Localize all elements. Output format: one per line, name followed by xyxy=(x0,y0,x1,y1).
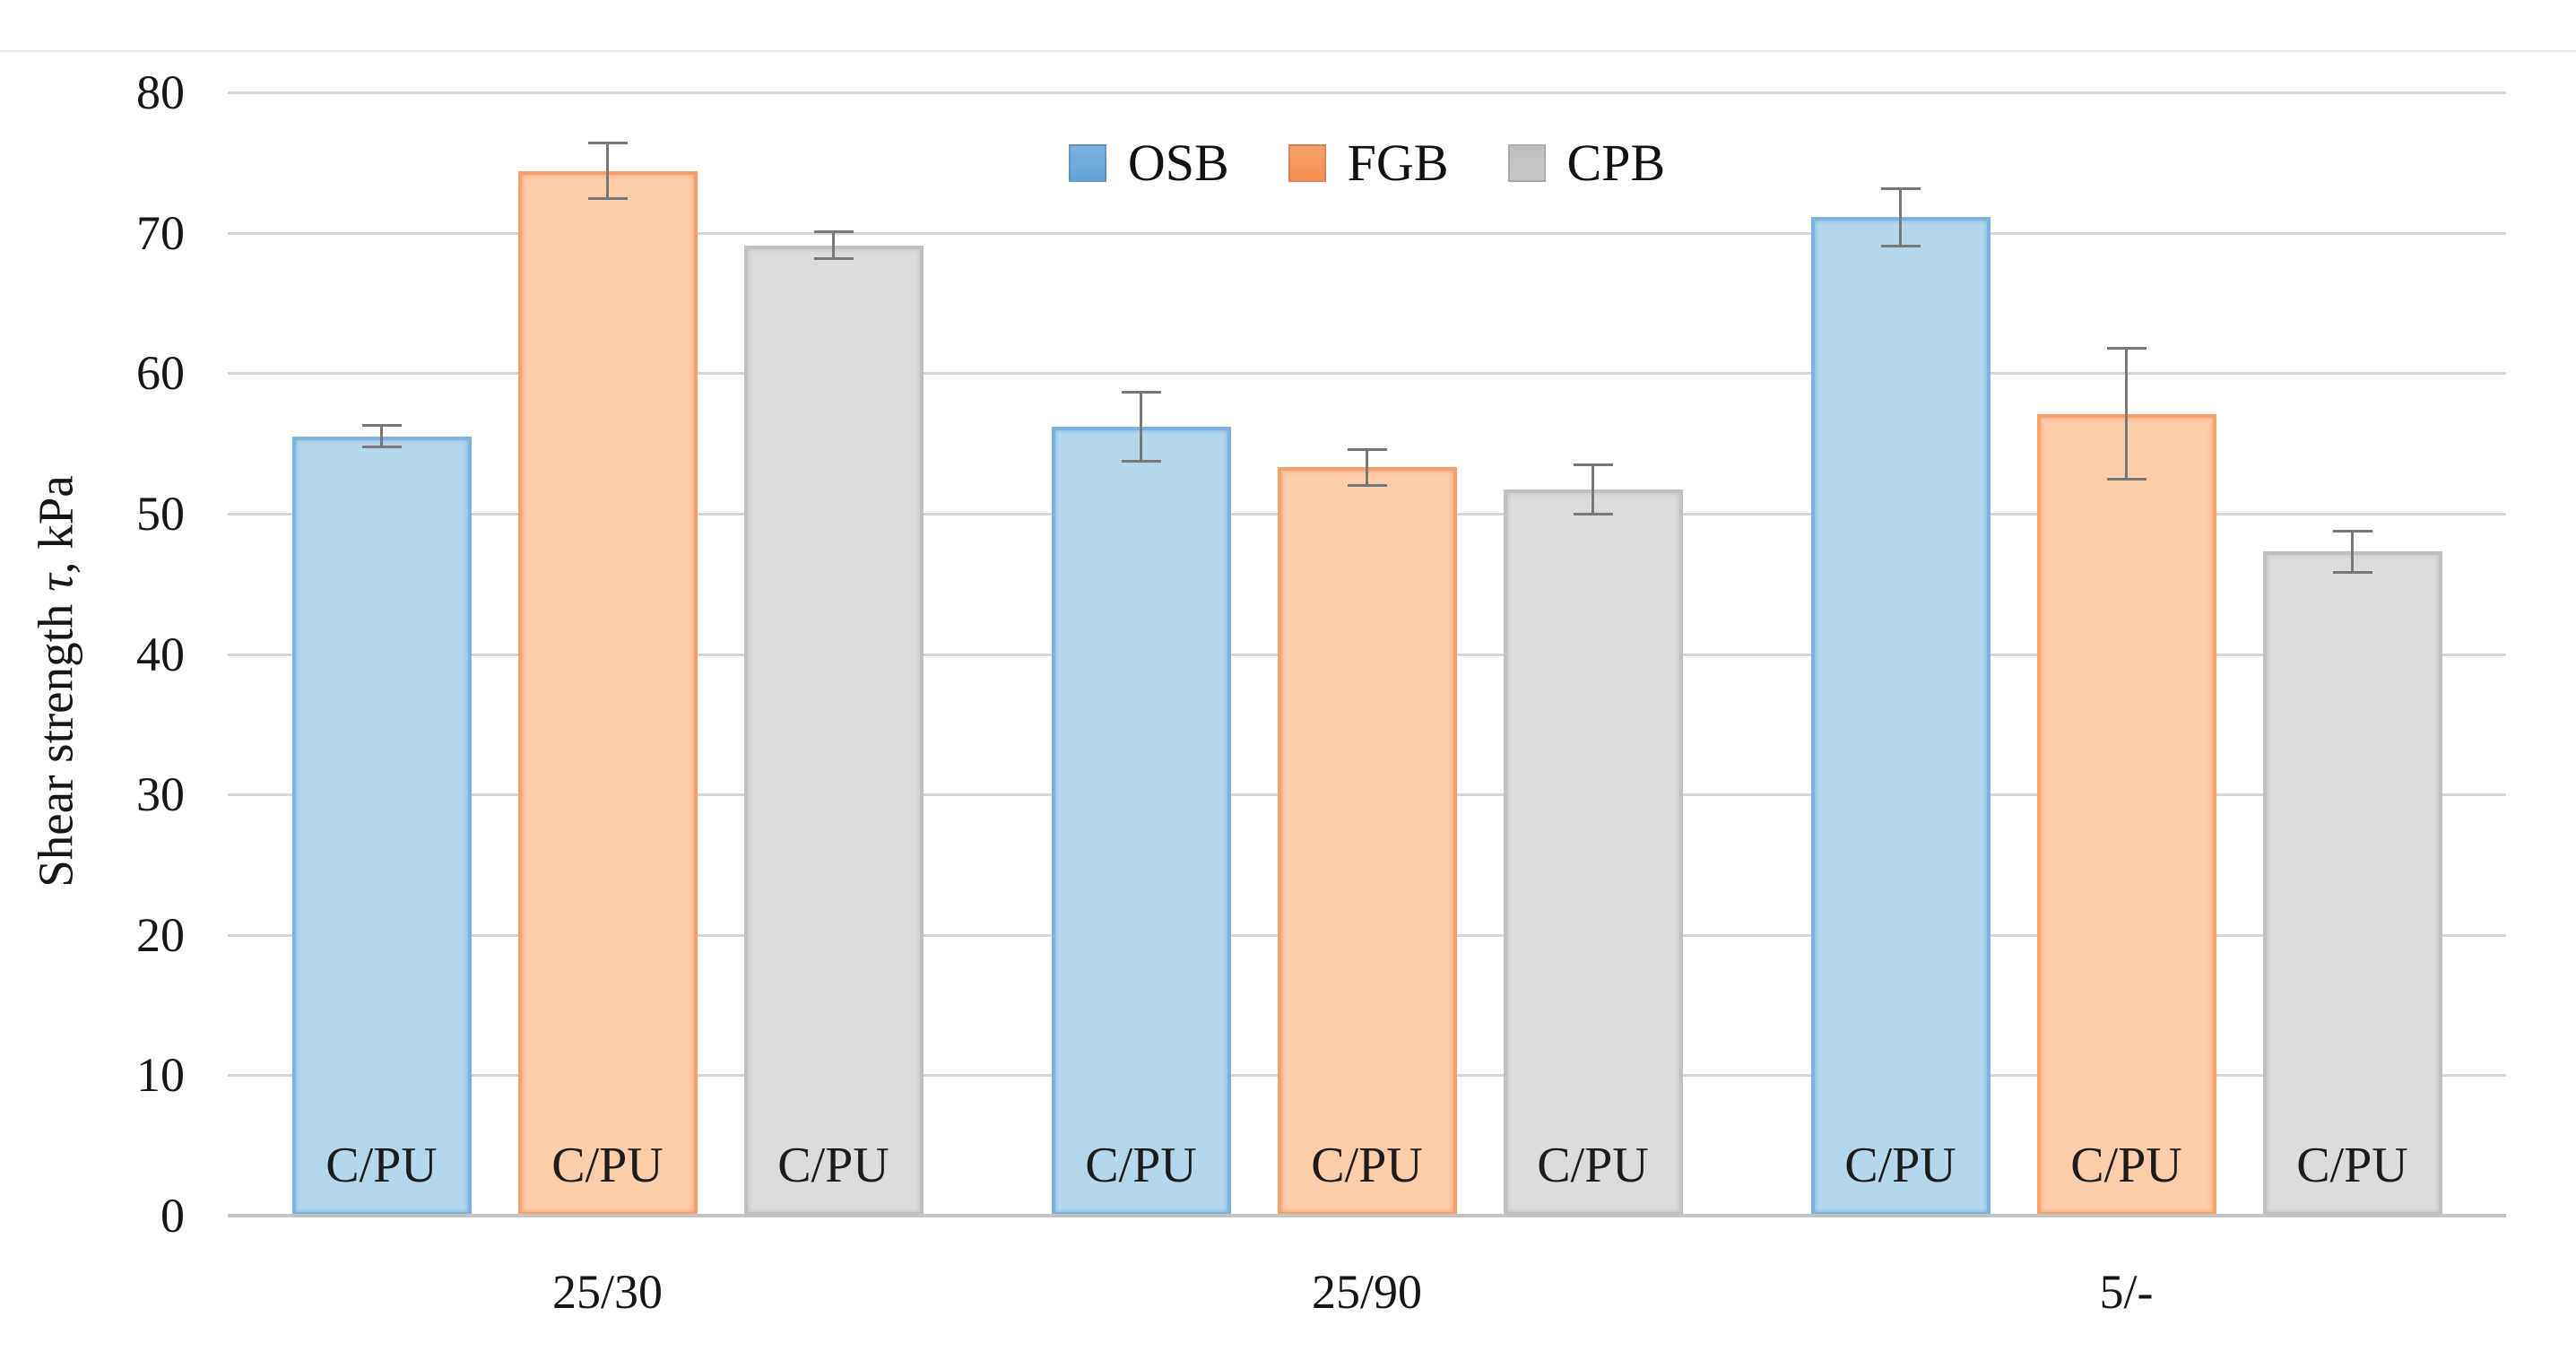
error-bar-cap-bottom-OSB-25/90 xyxy=(1121,459,1161,463)
bar-FGB-25/90: C/PU xyxy=(1277,467,1457,1216)
error-bar-CPB-25/90 xyxy=(1592,464,1594,515)
legend-swatch-OSB xyxy=(1068,144,1106,182)
error-bar-OSB-25/30 xyxy=(380,425,383,448)
legend-item-FGB: FGB xyxy=(1288,137,1449,189)
bar-annotation-OSB-5/-: C/PU xyxy=(1844,1137,1956,1193)
chart-top-border xyxy=(0,50,2576,52)
bar-FGB-5/-: C/PU xyxy=(2036,413,2216,1216)
error-bar-cap-top-FGB-25/90 xyxy=(1347,447,1387,451)
bar-CPB-5/-: C/PU xyxy=(2262,551,2442,1216)
gridline-y-70 xyxy=(228,231,2506,235)
bar-OSB-5/-: C/PU xyxy=(1810,217,1991,1216)
y-tick-label-60: 60 xyxy=(136,346,185,401)
bar-annotation-FGB-25/90: C/PU xyxy=(1311,1137,1423,1193)
y-tick-label-20: 20 xyxy=(136,907,185,962)
error-bar-cap-top-OSB-25/30 xyxy=(361,424,402,428)
bar-CPB-25/90: C/PU xyxy=(1503,489,1683,1216)
y-axis-title-prefix: Shear strength xyxy=(28,591,83,888)
legend-label-OSB: OSB xyxy=(1127,134,1229,192)
bar-OSB-25/30: C/PU xyxy=(291,436,472,1216)
error-bar-cap-bottom-FGB-25/90 xyxy=(1347,483,1387,487)
bar-CPB-25/30: C/PU xyxy=(743,245,924,1216)
error-bar-FGB-25/30 xyxy=(606,143,609,200)
y-axis-title: Shear strength τ, kPa xyxy=(28,475,84,888)
legend-label-FGB: FGB xyxy=(1347,134,1449,192)
error-bar-cap-bottom-CPB-5/- xyxy=(2332,570,2372,574)
y-tick-label-0: 0 xyxy=(160,1189,185,1243)
legend-label-CPB: CPB xyxy=(1566,134,1666,192)
error-bar-cap-top-FGB-5/- xyxy=(2106,347,2147,351)
error-bar-cap-top-OSB-25/90 xyxy=(1121,390,1161,394)
legend-swatch-FGB xyxy=(1288,144,1326,182)
error-bar-FGB-5/- xyxy=(2125,348,2128,481)
error-bar-cap-bottom-OSB-25/30 xyxy=(361,446,402,449)
error-bar-cap-top-CPB-5/- xyxy=(2332,529,2372,533)
legend-swatch-CPB xyxy=(1507,144,1546,182)
y-axis-title-tau-symbol: τ xyxy=(28,574,83,592)
bar-annotation-CPB-5/-: C/PU xyxy=(2296,1137,2408,1193)
error-bar-OSB-25/90 xyxy=(1140,391,1142,462)
y-tick-label-30: 30 xyxy=(136,767,185,822)
error-bar-cap-bottom-CPB-25/30 xyxy=(813,257,854,261)
x-category-label-25/30: 25/30 xyxy=(551,1265,663,1319)
error-bar-cap-top-FGB-25/30 xyxy=(587,142,628,145)
error-bar-CPB-5/- xyxy=(2351,530,2354,573)
error-bar-cap-bottom-OSB-5/- xyxy=(1880,245,1921,248)
error-bar-cap-top-CPB-25/90 xyxy=(1573,463,1613,467)
error-bar-cap-bottom-FGB-25/30 xyxy=(587,197,628,201)
legend: OSB FGB CPB xyxy=(228,134,2506,192)
y-tick-label-40: 40 xyxy=(136,627,185,681)
legend-item-CPB: CPB xyxy=(1507,134,1666,192)
error-bar-cap-bottom-CPB-25/90 xyxy=(1573,513,1613,516)
x-category-label-5/-: 5/- xyxy=(2099,1265,2154,1319)
bar-OSB-25/90: C/PU xyxy=(1051,426,1231,1216)
legend-item-OSB: OSB xyxy=(1068,134,1229,192)
bar-annotation-FGB-5/-: C/PU xyxy=(2070,1137,2182,1193)
error-bar-cap-top-CPB-25/30 xyxy=(813,230,854,234)
bar-annotation-OSB-25/90: C/PU xyxy=(1085,1137,1197,1193)
bar-annotation-FGB-25/30: C/PU xyxy=(551,1137,664,1193)
x-category-label-25/90: 25/90 xyxy=(1311,1265,1422,1319)
bar-FGB-25/30: C/PU xyxy=(517,170,698,1216)
bar-annotation-OSB-25/30: C/PU xyxy=(325,1137,438,1193)
error-bar-OSB-5/- xyxy=(1899,187,1902,247)
gridline-y-60 xyxy=(228,372,2506,376)
bar-annotation-CPB-25/30: C/PU xyxy=(777,1137,889,1193)
gridline-y-80 xyxy=(228,91,2506,94)
error-bar-cap-top-OSB-5/- xyxy=(1880,186,1921,190)
x-axis-line xyxy=(228,1214,2506,1217)
bar-annotation-CPB-25/90: C/PU xyxy=(1537,1137,1649,1193)
error-bar-CPB-25/30 xyxy=(832,231,835,260)
y-tick-label-70: 70 xyxy=(136,205,185,260)
y-axis-title-suffix: , kPa xyxy=(28,475,83,575)
error-bar-FGB-25/90 xyxy=(1366,448,1368,486)
y-tick-label-50: 50 xyxy=(136,486,185,541)
y-tick-label-10: 10 xyxy=(136,1048,185,1103)
error-bar-cap-bottom-FGB-5/- xyxy=(2106,478,2147,481)
y-tick-label-80: 80 xyxy=(136,65,185,119)
